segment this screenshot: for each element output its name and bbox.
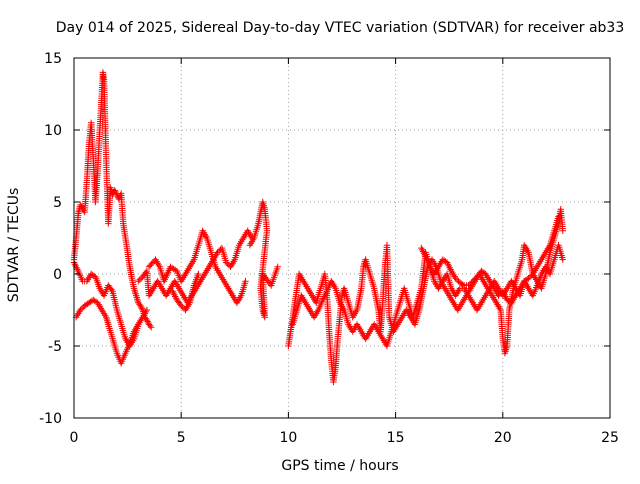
point-markers (135, 227, 256, 306)
x-tick-label: 15 (387, 430, 405, 446)
axes: 0 5 10 15 20 25 -10 -5 0 5 10 15 (39, 51, 619, 446)
chart-title: Day 014 of 2025, Sidereal Day-to-day VTE… (56, 20, 625, 36)
y-tick-label: -5 (48, 339, 62, 355)
point-markers (285, 206, 566, 386)
series-track-g (246, 198, 281, 321)
point-markers (72, 296, 142, 367)
series-track-h (285, 206, 566, 386)
series-track-e (145, 227, 249, 306)
x-axis-label: GPS time / hours (281, 458, 398, 474)
data-points (70, 69, 566, 386)
point-markers (145, 227, 249, 306)
point-markers (418, 213, 562, 306)
plot-frame (73, 57, 611, 419)
x-tick-label: 20 (494, 430, 512, 446)
y-tick-label: 5 (53, 195, 62, 211)
series-track-f (169, 270, 202, 314)
series-track-c (72, 296, 142, 367)
x-tick-label: 0 (70, 430, 79, 446)
series-track-d (135, 227, 256, 306)
x-tick-label: 5 (177, 430, 186, 446)
y-tick-label: 15 (44, 51, 62, 67)
point-markers (246, 198, 281, 321)
y-tick-label: -10 (39, 411, 62, 427)
y-axis-label: SDTVAR / TECUs (6, 188, 22, 303)
grid (74, 58, 610, 418)
y-tick-label: 10 (44, 123, 62, 139)
y-tick-label: 0 (53, 267, 62, 283)
x-tick-label: 25 (601, 430, 619, 446)
point-markers (169, 270, 202, 314)
series-track-j (418, 213, 562, 306)
x-tick-label: 10 (279, 430, 297, 446)
